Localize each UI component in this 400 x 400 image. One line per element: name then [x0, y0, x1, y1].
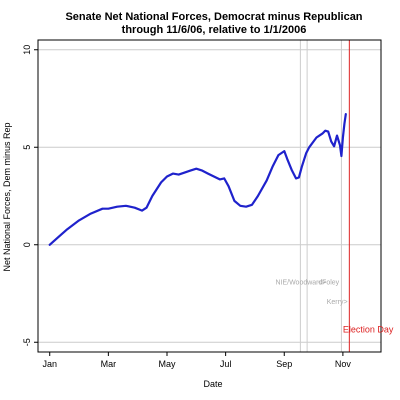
x-tick-label: Jan — [42, 359, 57, 369]
x-tick-label: Mar — [101, 359, 117, 369]
y-axis-label: Net National Forces, Dem minus Rep — [2, 122, 12, 271]
event-lines — [299, 40, 350, 352]
annotation-label: <Foley — [318, 280, 340, 287]
x-tick-label: Sep — [276, 359, 292, 369]
annotation-label: Kerry> — [327, 299, 348, 306]
y-tick-label: 0 — [22, 242, 32, 247]
y-tick-label: 5 — [22, 145, 32, 150]
chart-title-line2: through 11/6/06, relative to 1/1/2006 — [122, 24, 307, 36]
y-tick-label: 10 — [22, 45, 32, 55]
series-line — [48, 113, 347, 246]
chart-title-line1: Senate Net National Forces, Democrat min… — [65, 11, 362, 23]
x-tick-label: Jul — [220, 359, 232, 369]
annotation-label: Election Day — [343, 325, 394, 335]
gridlines — [38, 49, 381, 343]
x-tick-label: May — [158, 359, 176, 369]
y-tick-label: -5 — [22, 338, 32, 346]
x-axis: Jan Mar May Jul Sep Nov — [42, 352, 351, 369]
annotations: NIE/Woodward><Foley Kerry> Election Day — [275, 280, 393, 335]
x-axis-label: Date — [203, 379, 222, 389]
plot-frame — [37, 39, 382, 353]
x-tick-label: Nov — [335, 359, 352, 369]
series-group — [48, 113, 347, 246]
annotation-label: NIE/Woodward> — [275, 280, 326, 287]
y-axis: -5 0 5 10 — [22, 45, 38, 346]
